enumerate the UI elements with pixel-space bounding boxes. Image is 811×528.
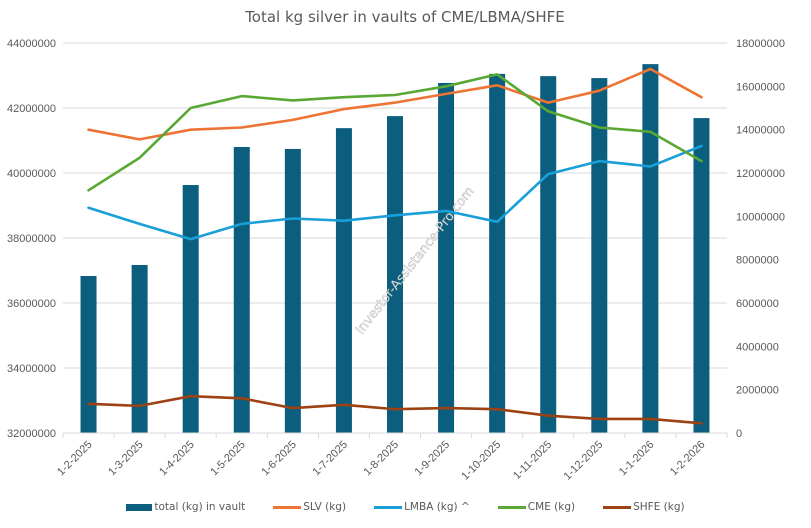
bar [284,148,301,433]
legend-label: SLV (kg) [303,501,347,513]
right-tick-label: 10000000 [736,211,785,223]
watermark: Investor-Assistance-Pro.com [353,184,477,337]
x-tick-label: 1-7-2025 [310,439,350,479]
legend-item: CME (kg) [497,501,576,513]
right-tick-label: 16000000 [736,81,785,93]
bar [591,78,608,433]
left-tick-label: 38000000 [7,233,56,245]
legend-label: total (kg) in vault [154,501,246,513]
bar [693,118,710,433]
bar [387,116,403,433]
left-tick-label: 32000000 [7,428,56,440]
x-tick-label: 1-2-2025 [55,439,95,479]
bar [233,147,250,433]
left-tick-label: 34000000 [7,363,56,375]
bar [335,128,352,433]
legend: total (kg) in vault SLV (kg) LMBA (kg) ^ CM… [0,497,811,517]
legend-line-swatch-icon [273,505,302,509]
legend-label: CME (kg) [527,501,576,513]
right-tick-label: 0 [736,428,742,440]
bar [182,185,199,433]
legend-bar-swatch-icon [126,503,153,511]
left-tick-label: 40000000 [7,168,56,180]
right-axis: 0 2000000 4000000 6000000 8000000 10000000 120… [736,38,785,440]
legend-line-swatch-icon [603,505,632,509]
legend-label: SHFE (kg) [633,501,685,513]
bar [438,82,455,433]
left-tick-label: 36000000 [7,298,56,310]
x-tick-label: 1-1-2026 [617,439,657,479]
x-tick-label: 1-3-2025 [106,439,146,479]
x-tick-label: 1-6-2025 [259,439,299,479]
x-tick-label: 1-11-2025 [511,439,554,482]
bar [642,64,659,433]
bar [489,73,506,433]
bar [80,276,97,433]
right-tick-label: 2000000 [736,385,779,397]
legend-item: total (kg) in vault [126,501,245,513]
x-tick-label: 1-5-2025 [208,439,248,479]
chart-title: Total kg silver in vaults of CME/LBMA/SH… [244,8,565,26]
right-tick-label: 6000000 [736,298,779,310]
left-axis: 32000000 34000000 36000000 38000000 40000000… [7,38,56,440]
legend-line-swatch-icon [374,505,403,509]
left-tick-label: 44000000 [7,38,56,50]
x-tick-label: 1-4-2025 [157,439,197,479]
x-tick-label: 1-8-2025 [361,439,401,479]
legend-label: LMBA (kg) ^ [404,501,470,513]
bar [131,264,148,433]
bar-series [80,64,710,434]
right-tick-label: 18000000 [736,38,785,50]
line-series [87,67,703,425]
legend-line-swatch-icon [497,505,526,509]
x-tick-label: 1-10-2025 [459,439,503,483]
right-tick-label: 8000000 [736,255,779,267]
left-tick-label: 42000000 [7,103,56,115]
legend-item: SLV (kg) [273,501,346,513]
x-axis: 1-2-2025 1-3-2025 1-4-2025 1-5-2025 1-6-2025… [55,432,728,483]
legend-item: LMBA (kg) ^ [374,501,470,513]
x-tick-label: 1-12-2025 [561,439,605,483]
bar [540,76,557,434]
x-tick-label: 1-9-2025 [413,439,453,479]
legend-item: SHFE (kg) [603,501,685,513]
right-tick-label: 14000000 [736,125,785,137]
right-tick-label: 4000000 [736,341,779,353]
x-tick-label: 1-2-2026 [668,439,708,479]
right-tick-label: 12000000 [736,168,785,180]
